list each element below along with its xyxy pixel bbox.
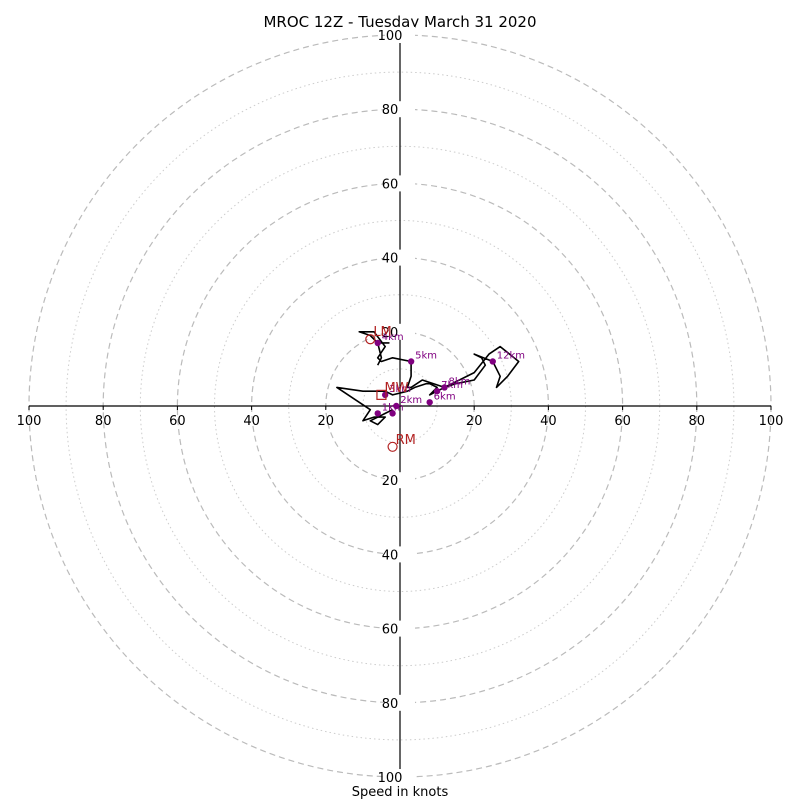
y-tick-backdrop [385, 27, 415, 43]
y-tick-label: 20 [382, 474, 399, 489]
y-tick-backdrop [385, 101, 415, 118]
y-tick-backdrop [385, 249, 415, 266]
mean-wind-marker [376, 389, 387, 400]
y-tick-backdrop [385, 323, 415, 340]
x-tick-label: 20 [466, 414, 483, 429]
x-tick-label: 60 [614, 414, 631, 429]
y-tick-backdrop [385, 694, 415, 711]
x-tick-label: 40 [540, 414, 557, 429]
height-marker-label: 3km [389, 384, 411, 395]
height-marker-dot [441, 384, 448, 391]
height-marker-dot [426, 399, 433, 406]
y-tick-label: 80 [382, 697, 399, 712]
height-marker-dot [489, 358, 496, 365]
height-marker-label: 2km [400, 395, 422, 406]
y-tick-label: 40 [382, 252, 399, 267]
storm-motion-marker [365, 334, 376, 345]
height-marker-label: 1km [382, 402, 404, 413]
x-tick-label: 20 [318, 414, 335, 429]
y-tick-label: 100 [378, 29, 403, 44]
x-tick-label: 80 [95, 414, 112, 429]
height-marker-label: 5km [415, 350, 437, 361]
x-tick-label: 100 [17, 414, 42, 429]
x-tick-label: 100 [759, 414, 784, 429]
height-marker-label: 12km [497, 350, 525, 361]
y-tick-backdrop [385, 769, 415, 785]
height-marker-dot [407, 358, 415, 365]
height-marker-label: 6km [434, 391, 456, 402]
height-marker-dot [433, 387, 441, 395]
height-marker-dot [374, 339, 381, 347]
x-tick-label: 40 [243, 414, 260, 429]
y-tick-backdrop [385, 175, 415, 192]
y-tick-backdrop [385, 620, 415, 637]
y-tick-backdrop [385, 472, 415, 489]
height-marker-label: 7km [441, 380, 463, 391]
y-tick-label: 80 [382, 103, 399, 118]
tick-labels: 100 80 60 40 20 20 40 60 80 100 100 80 60 40 20 20 40 60 8… [17, 27, 784, 786]
height-marker-dot [374, 410, 381, 417]
height-marker-dot [393, 402, 400, 410]
y-tick-label: 40 [382, 548, 399, 563]
y-tick-label: 60 [382, 177, 399, 192]
x-tick-label: 80 [689, 414, 706, 429]
y-tick-label: 100 [378, 771, 403, 786]
x-axis-label: Speed in knots [352, 785, 449, 800]
storm-motion-marker [387, 441, 398, 452]
height-marker-label: 4km [382, 332, 404, 343]
storm-motion-markers: LM MW RM [365, 325, 416, 452]
axes [29, 35, 771, 777]
y-tick-backdrop [385, 546, 415, 563]
height-marker-dot [389, 410, 396, 417]
storm-motion-label: LM [373, 325, 391, 340]
height-marker-dot [381, 391, 389, 399]
y-tick-label: 60 [382, 623, 399, 638]
storm-motion-label: RM [396, 433, 416, 448]
height-marker-label: 8km [449, 376, 471, 387]
y-tick-label: 20 [382, 326, 399, 341]
x-tick-label: 60 [169, 414, 186, 429]
chart-title: MROC 12Z - Tuesday March 31 2020 [263, 13, 536, 31]
storm-motion-label: MW [384, 381, 408, 396]
